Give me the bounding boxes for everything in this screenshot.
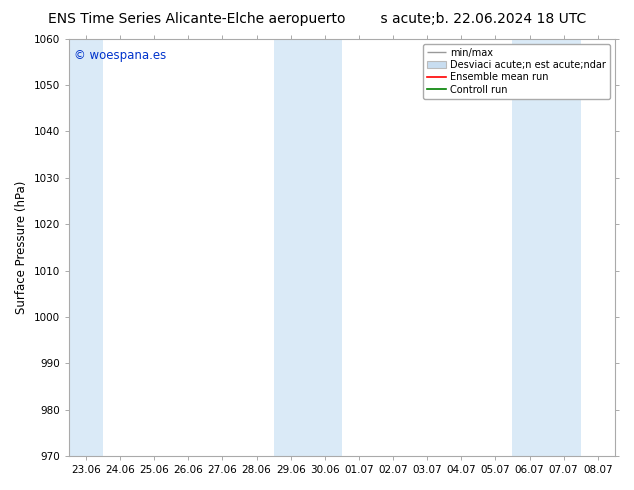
Bar [69, 39, 103, 456]
Text: © woespana.es: © woespana.es [74, 49, 167, 62]
Y-axis label: Surface Pressure (hPa): Surface Pressure (hPa) [15, 181, 28, 314]
Legend: min/max, Desviaci acute;n est acute;ndar, Ensemble mean run, Controll run: min/max, Desviaci acute;n est acute;ndar… [423, 44, 610, 98]
Bar [274, 39, 342, 456]
Bar [512, 39, 581, 456]
Text: ENS Time Series Alicante-Elche aeropuerto        s acute;b. 22.06.2024 18 UTC: ENS Time Series Alicante-Elche aeropuert… [48, 12, 586, 26]
